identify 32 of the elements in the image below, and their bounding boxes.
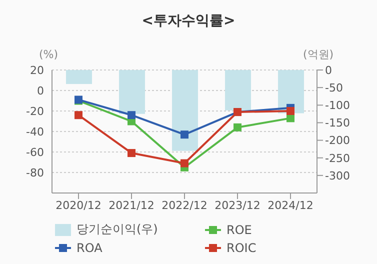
- chart-title: <투자수익률>: [140, 12, 236, 31]
- x-tick-label: 2024/12: [268, 198, 314, 212]
- y-tick-label: 20: [30, 64, 44, 77]
- y2-tick-label: -200: [325, 134, 350, 148]
- legend-label: ROA: [76, 241, 102, 255]
- y-tick-label: -60: [26, 146, 44, 159]
- legend-label: ROE: [226, 222, 252, 236]
- x-tick-label: 2022/12: [162, 198, 208, 212]
- x-tick-label: 2023/12: [214, 198, 260, 212]
- y-tick-label: -40: [26, 125, 44, 138]
- point: [128, 149, 136, 158]
- y-tick-label: -80: [26, 166, 44, 180]
- point: [180, 159, 188, 168]
- x-tick-label: 2020/12: [56, 198, 102, 212]
- y-tick-label: -20: [26, 104, 44, 118]
- point: [74, 111, 82, 120]
- y2-tick-label: -250: [325, 152, 350, 165]
- y2-tick-label: -50: [325, 81, 343, 94]
- y2-tick-label: -100: [325, 99, 350, 112]
- point: [286, 107, 294, 115]
- legend-label: 당기순이익(우): [76, 221, 158, 238]
- point: [180, 130, 188, 139]
- y2-tick-label: -150: [325, 116, 350, 130]
- point: [128, 111, 136, 120]
- y2-tick-label: -300: [325, 169, 350, 182]
- point: [234, 123, 242, 132]
- legend-label: ROIC: [226, 241, 256, 255]
- x-tick-label: 2021/12: [108, 198, 154, 212]
- y-tick-label: 0: [37, 84, 44, 98]
- y-axis-title: (%): [38, 48, 58, 61]
- y2-tick-label: 0: [325, 64, 332, 77]
- y2-axis-title: (억원): [303, 48, 334, 61]
